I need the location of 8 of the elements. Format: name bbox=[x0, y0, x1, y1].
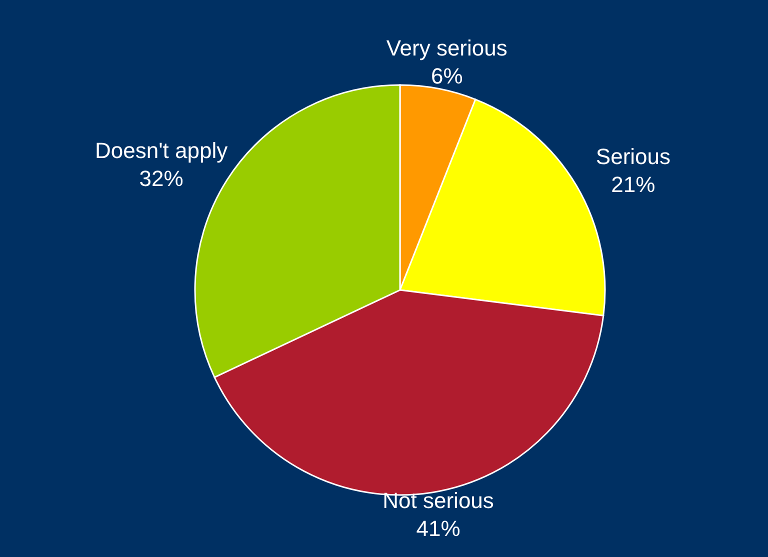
slice-label: Not serious bbox=[382, 488, 494, 513]
data-label: 6% bbox=[430, 63, 463, 88]
data-label: 41% bbox=[416, 516, 460, 541]
slice-label: Serious bbox=[596, 144, 671, 170]
slice-label: Doesn't apply bbox=[95, 138, 228, 163]
data-label: 21% bbox=[611, 172, 656, 198]
data-label: 32% bbox=[139, 166, 184, 191]
slice-label: Very serious bbox=[386, 35, 508, 60]
